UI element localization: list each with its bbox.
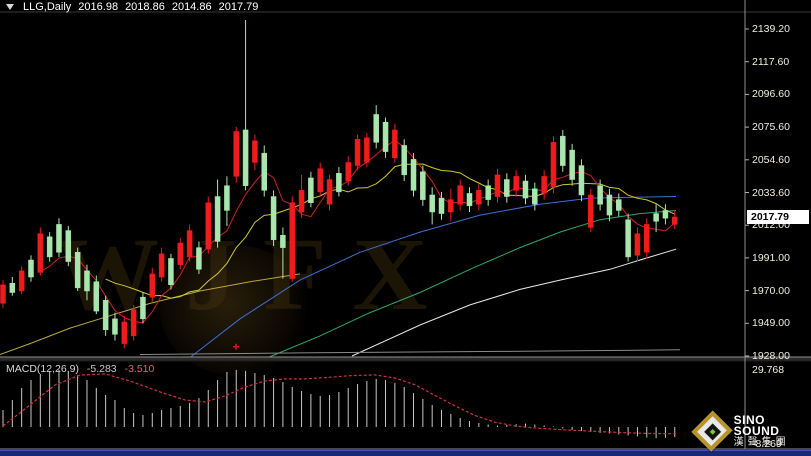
axis-price-label: 2117.60 — [752, 55, 790, 68]
macd-name: MACD(12,26,9) — [6, 363, 79, 375]
axis-price-label: 1991.00 — [752, 251, 790, 264]
axis-price-label: 2033.60 — [752, 186, 790, 199]
macd-scale-max: 29.768 — [752, 364, 785, 376]
diamond-logo-icon — [691, 410, 733, 452]
axis-price-label: 2054.60 — [752, 153, 790, 166]
macd-indicator-label: MACD(12,26,9) -5.283 -3.510 — [6, 363, 154, 375]
macd-scale-min: -8.269 — [752, 438, 782, 450]
symbol-info-bar: LLG,Daily 2016.98 2018.86 2014.86 2017.7… — [6, 1, 258, 13]
logo-brand-name: SINO SOUND — [733, 412, 780, 438]
macd-signal-value: -3.510 — [124, 363, 155, 375]
logo-brand-chinese: 漢聲集團 — [733, 436, 790, 448]
open-value: 2016.98 — [78, 1, 119, 13]
macd-main-value: -5.283 — [86, 363, 117, 375]
axis-price-label: 2075.60 — [752, 121, 790, 134]
symbol-period-label: LLG,Daily — [23, 1, 72, 13]
close-value: 2017.79 — [218, 1, 259, 13]
bottom-window-edge — [0, 450, 811, 456]
axis-price-label: 2139.20 — [752, 23, 790, 35]
symbol-dropdown-icon[interactable] — [6, 4, 14, 10]
high-value: 2018.86 — [125, 1, 165, 13]
axis-price-label: 1928.00 — [752, 350, 790, 362]
low-value: 2014.86 — [171, 1, 212, 13]
axis-price-label: 1949.00 — [752, 317, 790, 330]
broker-logo: SINO SOUND 漢聲集團 — [691, 410, 806, 452]
current-price-tag: 2017.79 — [747, 209, 809, 224]
axis-price-label: 2096.60 — [752, 88, 790, 101]
axis-price-label: 1970.00 — [752, 284, 790, 297]
